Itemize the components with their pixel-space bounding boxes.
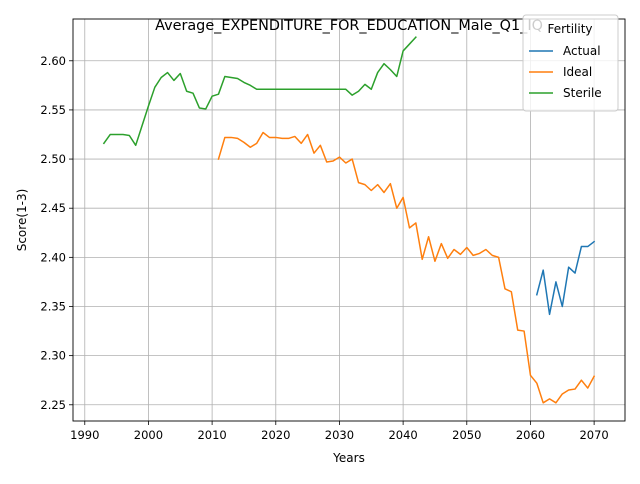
legend: Fertility Actual Ideal Sterile [522,14,619,112]
x-tick-label: 2060 [516,428,545,442]
x-tick-label: 1990 [70,428,99,442]
y-tick-label: 2.25 [40,398,66,412]
legend-label-sterile: Sterile [563,86,602,100]
plot-frame [72,18,626,422]
legend-label-ideal: Ideal [563,65,592,79]
legend-title: Fertility [547,22,592,36]
y-axis-label: Score(1-3) [15,189,29,252]
series-line-sterile [102,36,417,147]
y-tick-label: 2.45 [40,201,66,215]
y-tick-label: 2.35 [40,299,66,313]
legend-box [522,14,619,112]
series-line-ideal [217,131,596,404]
y-axis-ticks: 2.25 2.30 2.35 2.40 2.45 2.50 2.55 2.60 [40,54,73,412]
x-tick-label: 2040 [388,428,417,442]
y-tick-label: 2.55 [40,103,66,117]
x-tick-label: 2030 [325,428,354,442]
y-tick-label: 2.60 [40,54,66,68]
y-tick-label: 2.40 [40,250,66,264]
chart-title: Average_EXPENDITURE_FOR_EDUCATION_Male_Q… [155,18,543,34]
x-tick-label: 2000 [134,428,163,442]
x-tick-label: 2070 [579,428,608,442]
x-axis-ticks: 1990 2000 2010 2020 2030 2040 2050 2060 2070 [70,421,609,442]
x-axis-label: Years [332,451,365,465]
legend-label-actual: Actual [563,44,601,58]
legend-entries: Actual Ideal Sterile [529,44,602,100]
y-tick-label: 2.30 [40,349,66,363]
x-tick-label: 2020 [261,428,290,442]
x-tick-label: 2050 [452,428,481,442]
series-lines [102,36,596,404]
x-tick-label: 2010 [197,428,226,442]
series-line-actual [535,240,596,316]
y-tick-label: 2.50 [40,152,66,166]
